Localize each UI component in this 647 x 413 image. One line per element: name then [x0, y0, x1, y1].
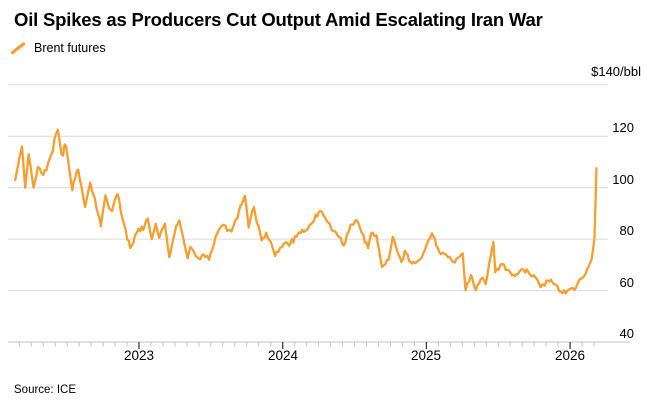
- x-axis-label-2025: 2025: [410, 348, 442, 363]
- source-label: Source: ICE: [14, 384, 76, 396]
- y-axis-label-120: 120: [612, 120, 634, 135]
- y-axis-unit-label: $140/bbl: [591, 64, 641, 79]
- y-axis-label-100: 100: [612, 172, 634, 187]
- legend-label: Brent futures: [34, 41, 106, 55]
- legend: Brent futures: [10, 41, 106, 55]
- y-axis-label-80: 80: [619, 223, 634, 238]
- y-axis-label-60: 60: [619, 275, 634, 290]
- x-axis-label-2026: 2026: [554, 348, 586, 363]
- brent-price-line: [14, 128, 598, 295]
- legend-line-icon: [10, 41, 26, 54]
- x-axis-label-2023: 2023: [123, 348, 155, 363]
- y-axis-label-40: 40: [619, 326, 634, 341]
- chart-title: Oil Spikes as Producers Cut Output Amid …: [14, 9, 543, 30]
- x-axis-label-2024: 2024: [267, 348, 299, 363]
